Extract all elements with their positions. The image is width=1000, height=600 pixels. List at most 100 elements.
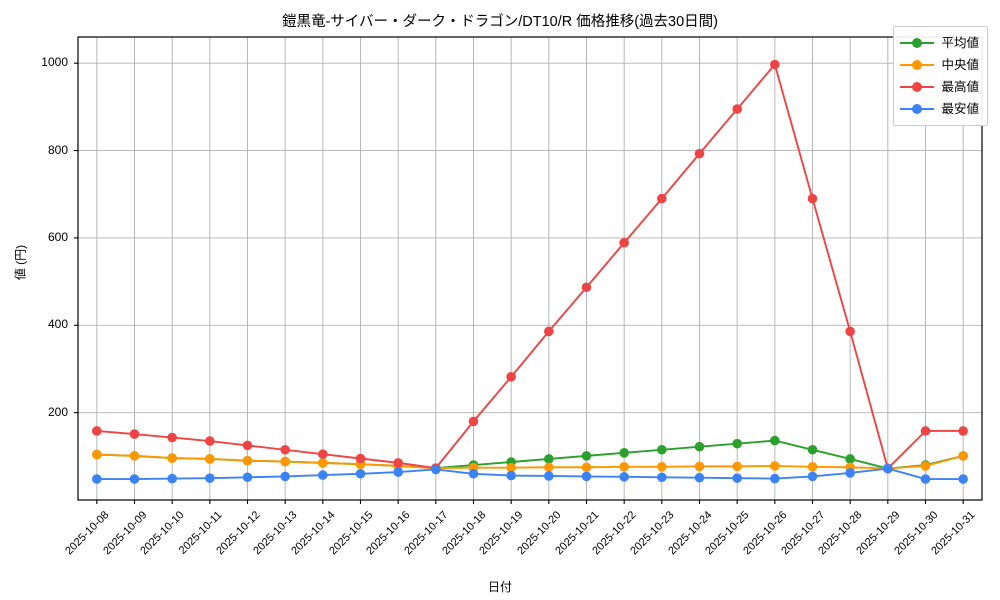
data-point (506, 470, 516, 481)
data-point (167, 473, 177, 484)
data-point (129, 474, 140, 484)
data-point (732, 473, 742, 483)
data-point (845, 454, 855, 464)
data-point (92, 474, 102, 484)
data-point (883, 463, 893, 474)
data-point (920, 461, 931, 471)
legend: 平均値中央値最高値最安値 (893, 26, 988, 126)
legend-item-1[interactable]: 平均値 (900, 32, 979, 54)
x-axis-label: 日付 (487, 580, 512, 594)
data-point (619, 237, 629, 248)
data-point (581, 282, 592, 293)
data-point (657, 472, 667, 483)
axis-ticks (74, 62, 964, 504)
data-point (657, 193, 667, 204)
data-point (205, 473, 215, 483)
legend-item-3[interactable]: 最高値 (900, 76, 979, 98)
data-point (581, 471, 592, 482)
data-point (770, 59, 780, 70)
data-point (807, 444, 818, 455)
data-point (694, 441, 705, 452)
data-point (393, 458, 403, 468)
data-point (958, 451, 968, 461)
data-point (242, 440, 253, 451)
data-point (280, 444, 290, 455)
legend-marker-icon (900, 102, 935, 116)
data-point (619, 462, 629, 472)
data-point (619, 448, 629, 458)
legend-item-2[interactable]: 中央値 (900, 54, 979, 76)
data-point (845, 326, 855, 337)
data-point (807, 462, 818, 472)
data-point (920, 474, 931, 484)
page-title: 鎧黒竜-サイバー・ダーク・ドラゴン/DT10/R 価格推移(過去30日間) (281, 14, 719, 30)
data-point (242, 472, 253, 483)
data-point (770, 461, 780, 471)
data-point (657, 462, 667, 472)
data-point (732, 438, 742, 449)
data-point (393, 467, 403, 477)
legend-marker-icon (900, 80, 935, 94)
data-point (732, 104, 742, 114)
data-point (544, 454, 554, 464)
legend-marker-icon (900, 36, 935, 50)
data-point (431, 464, 441, 475)
legend-label: 中央値 (941, 57, 979, 72)
data-point (506, 372, 516, 382)
legend-item-4[interactable]: 最安値 (900, 98, 979, 120)
plot-frame (77, 36, 983, 501)
data-point (506, 462, 516, 473)
data-point (619, 472, 629, 482)
data-point (770, 435, 780, 446)
data-point (129, 429, 140, 439)
y-tick-label: 200 (47, 404, 68, 419)
data-point (581, 451, 592, 461)
data-point (205, 454, 215, 464)
data-point (581, 462, 592, 473)
data-point (280, 471, 290, 482)
data-point (318, 470, 328, 480)
y-tick-label: 600 (47, 229, 68, 244)
gridlines (78, 37, 982, 500)
data-point (92, 449, 102, 460)
data-point (807, 471, 818, 482)
data-point (807, 193, 818, 204)
data-point (355, 453, 366, 464)
data-point (657, 444, 667, 455)
data-point (544, 471, 554, 481)
series-2 (92, 449, 968, 474)
y-tick-label: 800 (47, 142, 68, 157)
legend-marker-icon (900, 58, 935, 72)
y-tick-label: 400 (47, 317, 68, 332)
data-point (468, 416, 479, 427)
data-point (318, 449, 328, 459)
data-point (355, 468, 366, 479)
data-point (845, 468, 855, 478)
data-point (468, 468, 479, 479)
data-point (92, 426, 102, 436)
data-point (694, 472, 705, 483)
data-point (958, 474, 968, 484)
legend-label: 平均値 (941, 35, 979, 50)
data-point (694, 148, 705, 159)
legend-label: 最高値 (941, 79, 979, 94)
y-tick-label: 1000 (41, 55, 68, 70)
series-4 (92, 463, 968, 484)
legend-label: 最安値 (941, 101, 979, 116)
data-point (958, 426, 968, 436)
data-point (167, 453, 177, 463)
data-point (544, 462, 554, 473)
data-point (544, 326, 554, 337)
data-point (205, 436, 215, 446)
data-point (694, 461, 705, 472)
data-point (732, 461, 742, 472)
data-point (167, 432, 177, 443)
data-point (280, 456, 290, 467)
data-point (920, 426, 931, 436)
data-point (129, 451, 140, 461)
data-point (318, 458, 328, 468)
data-point (242, 455, 253, 466)
series-3 (92, 59, 968, 474)
